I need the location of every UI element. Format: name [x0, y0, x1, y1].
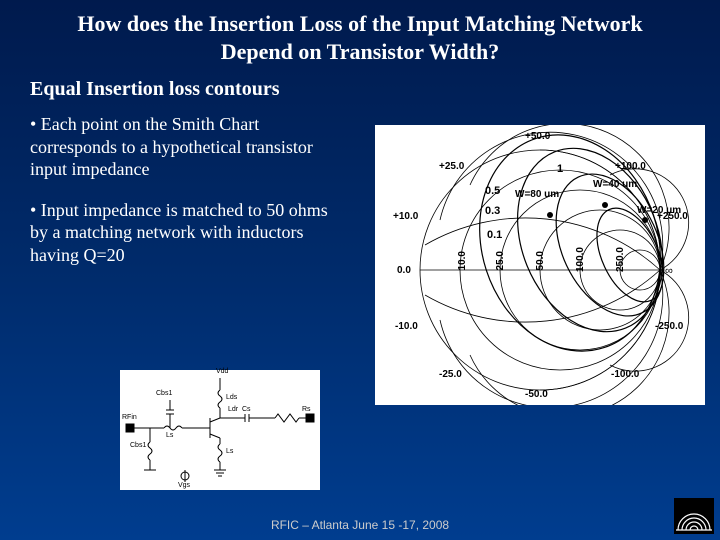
contour-05: 0.5: [485, 185, 500, 197]
circuit-label-vdd: Vdd: [216, 368, 228, 375]
smith-label-bl: -10.0: [395, 321, 418, 332]
smith-label-tl: +25.0: [439, 161, 464, 172]
circuit-diagram: Vdd Lds Cbs1 Ldr RFin Ls Cs Rs Cbs1 Ls V…: [120, 370, 320, 490]
smith-inner-25: 25.0: [495, 251, 506, 270]
circuit-label-rfin: RFin: [122, 414, 137, 421]
smith-inner-10: 10.0: [457, 251, 468, 270]
circuit-label-cs: Cs: [242, 406, 251, 413]
smith-label-farleft: 0.0: [397, 265, 411, 276]
smith-label-br: -250.0: [655, 321, 683, 332]
circuit-label-rs: Rs: [302, 406, 311, 413]
smith-label-bbl: -25.0: [439, 369, 462, 380]
contour-01: 0.1: [487, 229, 502, 241]
conference-logo-icon: [674, 498, 714, 534]
footer-text: RFIC – Atlanta June 15 -17, 2008: [0, 518, 720, 532]
contour-1: 1: [557, 163, 563, 175]
smith-label-bottom: -50.0: [525, 389, 548, 400]
smith-inner-50: 50.0: [535, 251, 546, 270]
circuit-label-ls2: Ls: [226, 448, 233, 455]
circuit-label-lds: Lds: [226, 394, 237, 401]
bullet-1: • Each point on the Smith Chart correspo…: [0, 107, 340, 187]
smith-label-tr: +100.0: [615, 161, 646, 172]
smith-inner-250: 250.0: [615, 247, 626, 272]
smith-inner-100: 100.0: [575, 247, 586, 272]
circuit-label-cbs1: Cbs1: [156, 390, 172, 397]
slide-subtitle: Equal Insertion loss contours: [0, 70, 720, 107]
smith-label-left: +10.0: [393, 211, 418, 222]
smith-label-bbr: -100.0: [611, 369, 639, 380]
w-40: W=40 um: [593, 179, 637, 190]
circuit-label-ldr: Ldr: [228, 406, 238, 413]
slide-title: How does the Insertion Loss of the Input…: [0, 0, 720, 70]
smith-chart: ∞ +50.0 +25.0 +100.0 +10.0 +250.0 0.0 -1…: [375, 125, 705, 405]
circuit-label-lg: Ls: [166, 432, 173, 439]
contour-03: 0.3: [485, 205, 500, 217]
bullet-2: • Input impedance is matched to 50 ohms …: [0, 193, 340, 273]
circuit-label-cbs1b: Cbs1: [130, 442, 146, 449]
w-80: W=80 um: [515, 189, 559, 200]
circuit-label-vgs: Vgs: [178, 482, 190, 489]
smith-label-top: +50.0: [525, 131, 550, 142]
svg-text:∞: ∞: [665, 265, 673, 277]
w-20: W=20 um: [637, 205, 681, 216]
